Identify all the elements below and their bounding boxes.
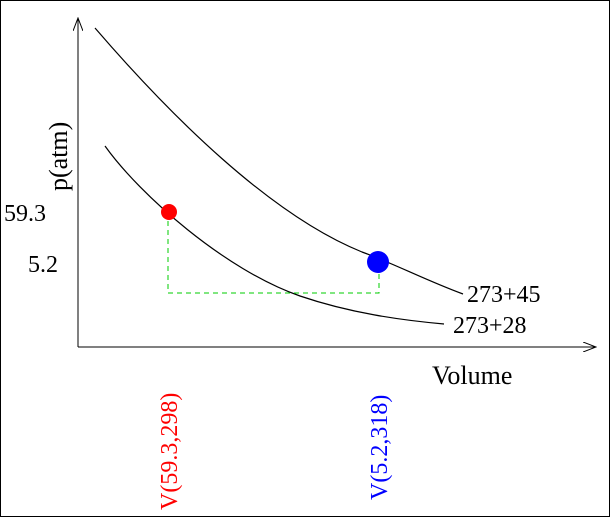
y-tick-59-3: 59.3 xyxy=(4,201,46,227)
blue-volume-label: V(5.2,318) xyxy=(367,395,393,500)
curve-label-lower: 273+28 xyxy=(453,313,527,339)
blue-state-point xyxy=(367,251,389,273)
x-axis-label: Volume xyxy=(432,361,512,390)
y-axis-label: p(atm) xyxy=(44,122,73,191)
dashed-guide xyxy=(167,212,380,294)
y-tick-5-2: 5.2 xyxy=(28,252,58,278)
isotherm-curve-lower xyxy=(104,145,445,325)
curve-label-upper: 273+45 xyxy=(467,282,541,308)
red-state-point xyxy=(161,204,177,220)
red-volume-label: V(59.3,298) xyxy=(157,393,183,510)
isotherm-curve-upper xyxy=(94,27,464,295)
